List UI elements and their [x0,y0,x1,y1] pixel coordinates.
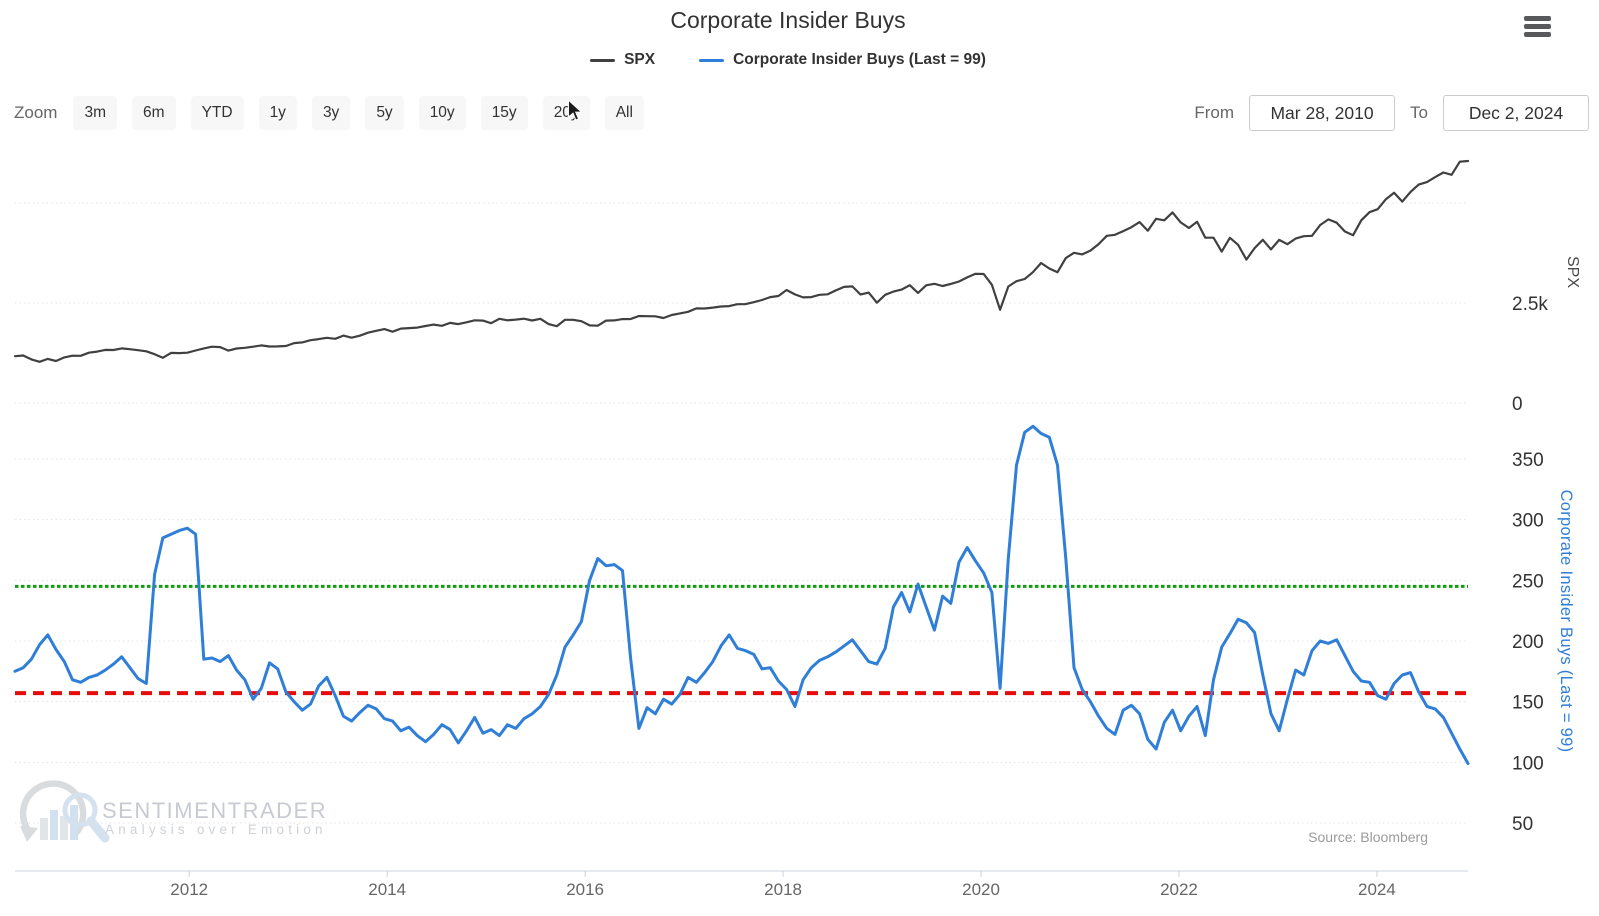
zoom-button-3y[interactable]: 3y [311,96,351,130]
legend-label: Corporate Insider Buys (Last = 99) [733,51,986,68]
y-axis-label: 2.5k [1512,294,1548,315]
y-axis-label: 150 [1512,693,1544,714]
date-range-controls: From To [1194,95,1589,131]
x-axis-label: 2022 [1160,880,1198,899]
insider-buys-series-line [13,424,1470,765]
zoom-label: Zoom [14,103,58,122]
from-label: From [1194,103,1235,122]
x-axis-label: 2014 [368,880,406,899]
x-axis-label: 2020 [962,880,1000,899]
x-axis-label: 2024 [1358,880,1396,899]
watermark-brand: SENTIMENTRADER [102,798,328,823]
zoom-button-10y[interactable]: 10y [418,96,466,130]
watermark: SENTIMENTRADER Analysis over Emotion [10,778,326,863]
spx-series-line [13,159,1470,363]
legend: SPX Corporate Insider Buys (Last = 99) [0,51,1576,69]
zoom-button-3m[interactable]: 3m [73,96,118,130]
zoom-button-ytd[interactable]: YTD [190,96,244,130]
spx-legend-dash-icon [590,58,616,62]
y-axis-label: 200 [1512,632,1544,653]
from-date-input[interactable] [1249,95,1396,131]
x-axis-label: 2012 [170,880,208,899]
hamburger-icon [1524,16,1551,21]
y-axis-label: 350 [1512,450,1544,471]
y-axis-label: 250 [1512,571,1544,592]
zoom-buttons: 3m 6m YTD 1y 3y 5y 10y 15y 20y All [73,96,644,130]
legend-label: SPX [624,51,656,68]
to-date-input[interactable] [1443,95,1589,131]
zoom-button-20y[interactable]: 20y [542,96,590,130]
spx-axis-title: SPX [1564,256,1581,288]
page-title: Corporate Insider Buys [670,7,906,33]
x-axis-label: 2016 [566,880,604,899]
watermark-tagline: Analysis over Emotion [105,822,327,837]
zoom-button-1y[interactable]: 1y [258,96,297,130]
to-label: To [1410,103,1428,122]
zoom-button-15y[interactable]: 15y [480,96,528,130]
legend-item-insider-buys[interactable]: Corporate Insider Buys (Last = 99) [699,51,986,69]
menu-button[interactable] [1524,16,1551,37]
zoom-button-6m[interactable]: 6m [132,96,176,130]
y-axis-label: 0 [1512,394,1523,415]
insider-axis-title: Corporate Insider Buys (Last = 99) [1557,490,1575,753]
legend-item-spx[interactable]: SPX [590,51,655,69]
source-note: Source: Bloomberg [1308,829,1428,845]
y-axis-label: 50 [1512,814,1533,835]
mouse-cursor-icon [567,99,583,121]
zoom-button-5y[interactable]: 5y [365,96,404,130]
range-toolbar: Zoom 3m 6m YTD 1y 3y 5y 10y 15y 20y All … [14,94,1589,132]
sentimentrader-logo-icon [19,780,110,843]
y-axis-label: 300 [1512,511,1544,532]
zoom-button-all[interactable]: All [604,96,644,130]
insider-legend-dash-icon [699,58,725,62]
y-axis-label: 100 [1512,753,1544,774]
x-axis-label: 2018 [764,880,802,899]
